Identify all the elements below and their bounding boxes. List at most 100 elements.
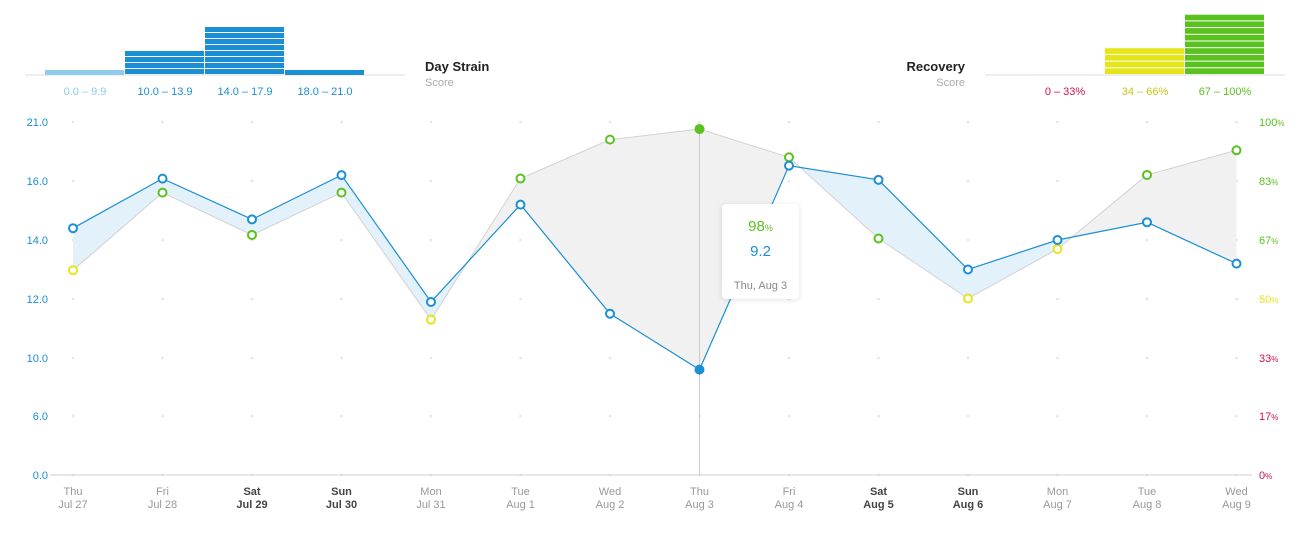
strain-point [426,296,436,307]
recovery-title: Recovery [906,59,965,74]
x-tick-date: Jul 31 [416,499,445,511]
y-tick-right-value: 50 [1259,294,1271,306]
x-tick-date: Aug 6 [953,499,984,511]
grid-dot [250,120,254,124]
grid-dot [161,238,164,242]
legend-bar [205,69,284,74]
legend-bar [1185,21,1264,28]
tooltip-date: Thu, Aug 3 [733,280,788,292]
legend-bar [1185,68,1264,74]
grid-dot [1145,120,1149,124]
y-tick-right-value: 0 [1259,470,1265,482]
x-tick-date: Aug 1 [506,499,535,511]
legend-bar [1185,54,1264,61]
grid-dot [1145,356,1149,360]
x-tick-date: Jul 28 [148,499,177,511]
y-tick-left: 0.0 [33,470,48,482]
legend-bar [1185,48,1264,54]
legend-bar [1185,14,1264,21]
legend-bar [125,57,204,62]
legend-bar [205,57,284,62]
grid-dot [429,238,433,242]
y-axis-right: 100%83%67%50%33%17%0% [1259,117,1284,482]
recovery-point [1052,244,1063,255]
legend-bucket-label: 14.0 – 17.9 [217,86,272,98]
grid-dot [429,414,433,418]
grid-dot [698,120,701,124]
legend-bar [205,39,284,44]
strain-point [605,308,615,319]
strain-point [1052,235,1063,245]
grid-dot [519,356,522,360]
legend-bar [45,70,124,75]
y-tick-right: 83% [1259,176,1278,188]
legend-bucket-label: 67 – 100% [1199,86,1252,98]
grid-dot [966,356,970,360]
y-tick-right-unit: % [1271,296,1278,305]
x-tick-day: Wed [1225,486,1247,498]
grid-dot [1145,414,1149,418]
x-tick-day: Wed [599,486,621,498]
legend-bar [205,27,284,32]
grid-dot [71,414,75,418]
x-tick-date: Aug 8 [1133,499,1162,511]
y-tick-right: 50% [1259,294,1278,306]
legend-bar [1185,34,1264,41]
tooltip-recovery-unit: % [764,223,773,233]
strain-point [784,160,794,171]
legend-bar [205,45,284,50]
grid-dot [787,179,791,183]
strain-point [873,174,884,185]
strain-line [72,164,1237,371]
grid-dot [340,120,343,124]
grid-dot [877,297,880,301]
area-segment [878,179,968,299]
grid-dot [1235,120,1238,124]
y-tick-left: 12.0 [27,294,48,306]
x-tick-day: Mon [420,486,441,498]
legend-bar [205,51,284,56]
area-segment [73,178,163,271]
y-tick-right-value: 67 [1259,235,1271,247]
recovery-point [1231,145,1242,156]
y-tick-left: 21.0 [27,117,48,129]
grid-dot [787,356,791,360]
strain-point [336,170,347,181]
y-tick-right: 0% [1259,470,1272,482]
x-tick-day: Thu [690,486,709,498]
grid-dot [71,356,75,360]
grid-dot [877,414,880,418]
y-tick-right-value: 33 [1259,353,1271,365]
strain-point [694,364,705,375]
y-tick-left: 16.0 [27,176,48,188]
recovery-point [873,233,884,244]
strain-point [1231,258,1242,269]
y-tick-right-value: 83 [1259,176,1271,188]
tooltip: 98% 9.2 Thu, Aug 3 [722,204,799,299]
day-strain-title: Day Strain [425,59,489,74]
grid-dot [71,297,75,301]
grid-dot [429,179,433,183]
grid-dot [966,238,970,242]
grid-dot [71,120,75,124]
legend-bar [1185,28,1264,34]
legend-bar [205,63,284,68]
area-segment [341,175,431,320]
legend-bar [1185,61,1264,68]
grid-dot [340,414,343,418]
legend-bar [285,70,364,75]
grid-dot [966,414,970,418]
grid-dot [250,356,254,360]
day-strain-subtitle: Score [425,77,454,89]
strain-point [247,214,257,225]
x-tick-date: Jul 29 [236,499,267,511]
grid-dot [519,120,522,124]
recovery-point [515,173,526,184]
recovery-point [68,265,78,276]
grid-dot [161,414,164,418]
grid-dot [429,356,433,360]
x-tick-day: Sun [958,486,979,498]
grid-dot [877,356,880,360]
x-tick-date: Aug 4 [775,499,804,511]
